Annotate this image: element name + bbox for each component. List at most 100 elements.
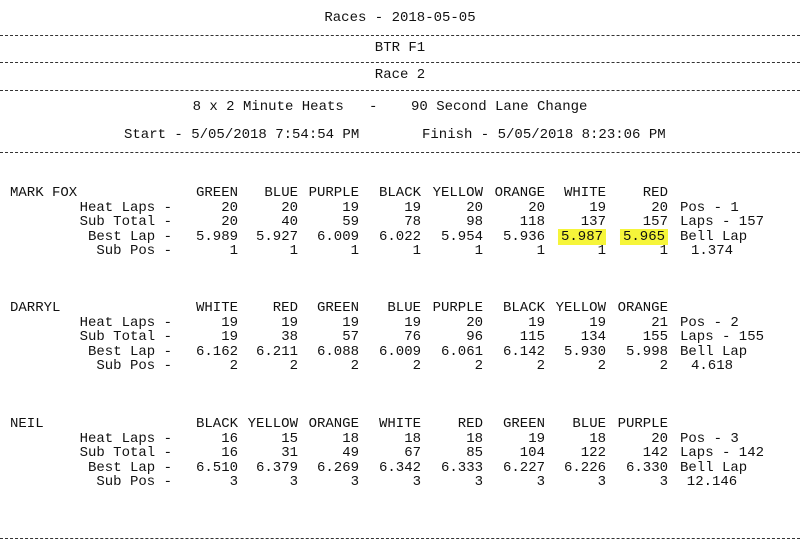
- lane-header: WHITE: [563, 185, 606, 201]
- cell-value: 18: [589, 430, 606, 447]
- lane-header: BLACK: [502, 300, 545, 316]
- cell-value: 6.379: [255, 459, 298, 476]
- cell-value: 5.965: [619, 228, 668, 245]
- cell-value: 1: [412, 243, 421, 260]
- row-label: Sub Pos -: [96, 474, 172, 491]
- cell-value: 157: [642, 214, 668, 231]
- cell-value: 2: [229, 358, 238, 375]
- summary-line: Bell Lap: [680, 459, 748, 476]
- row-label: Best Lap -: [87, 343, 172, 360]
- cell-value: 40: [281, 214, 298, 231]
- lane-header: YELLOW: [432, 185, 483, 201]
- summary-line: Bell Lap: [680, 228, 748, 245]
- cell-value: 85: [466, 445, 483, 462]
- cell-value: 6.162: [195, 343, 238, 360]
- cell-value: 20: [466, 314, 483, 331]
- bell-lap-time: 12.146: [686, 474, 738, 491]
- cell-value: 1: [659, 243, 668, 260]
- driver-name: NEIL: [10, 416, 44, 432]
- cell-value: 6.022: [378, 228, 421, 245]
- summary-line: Pos - 3: [680, 430, 739, 447]
- lane-header: YELLOW: [555, 300, 606, 316]
- summary-line: Pos - 1: [680, 199, 739, 216]
- separator: [0, 538, 800, 539]
- lane-header: RED: [272, 300, 298, 316]
- cell-value: 1: [597, 243, 606, 260]
- bell-lap-time: 4.618: [690, 358, 734, 375]
- summary-line: Laps - 142: [680, 445, 765, 462]
- cell-value: 20: [528, 199, 545, 216]
- cell-value: 137: [580, 214, 606, 231]
- cell-value: 19: [342, 314, 359, 331]
- cell-value: 2: [659, 358, 668, 375]
- separator: [0, 90, 800, 91]
- cell-value: 6.510: [195, 459, 238, 476]
- lane-header: ORANGE: [617, 300, 668, 316]
- cell-value: 19: [221, 314, 238, 331]
- separator: [0, 35, 800, 36]
- cell-value: 1: [536, 243, 545, 260]
- cell-value: 5.998: [625, 343, 668, 360]
- cell-value: 134: [580, 329, 606, 346]
- lane-header: GREEN: [316, 300, 359, 316]
- cell-value: 19: [342, 199, 359, 216]
- row-label: Sub Pos -: [96, 243, 172, 260]
- lane-header: ORANGE: [308, 416, 359, 432]
- cell-value: 3: [229, 474, 238, 491]
- cell-value: 5.954: [440, 228, 483, 245]
- cell-value: 19: [528, 430, 545, 447]
- cell-value: 115: [519, 329, 545, 346]
- cell-value: 3: [412, 474, 421, 491]
- cell-value: 5.987: [557, 228, 606, 245]
- lane-header: BLACK: [195, 416, 238, 432]
- summary-line: Pos - 2: [680, 314, 739, 331]
- cell-value: 6.330: [625, 459, 668, 476]
- separator: [0, 62, 800, 63]
- cell-value: 20: [221, 214, 238, 231]
- cell-value: 19: [404, 314, 421, 331]
- cell-value: 19: [221, 329, 238, 346]
- cell-value: 19: [589, 314, 606, 331]
- cell-value: 6.226: [563, 459, 606, 476]
- cell-value: 6.009: [316, 228, 359, 245]
- cell-value: 76: [404, 329, 421, 346]
- cell-value: 2: [536, 358, 545, 375]
- cell-value: 20: [651, 430, 668, 447]
- cell-value: 104: [519, 445, 545, 462]
- cell-value: 57: [342, 329, 359, 346]
- lane-header: PURPLE: [432, 300, 483, 316]
- cell-value: 3: [536, 474, 545, 491]
- cell-value: 15: [281, 430, 298, 447]
- summary-line: Laps - 155: [680, 329, 765, 346]
- cell-value: 1: [350, 243, 359, 260]
- cell-value: 20: [651, 199, 668, 216]
- lane-header: BLUE: [264, 185, 298, 201]
- lane-header: YELLOW: [247, 416, 298, 432]
- club-name: BTR F1: [374, 40, 426, 56]
- row-label: Heat Laps -: [79, 199, 172, 216]
- row-label: Heat Laps -: [79, 314, 172, 331]
- cell-value: 122: [580, 445, 606, 462]
- cell-value: 1: [474, 243, 483, 260]
- lane-header: BLUE: [387, 300, 421, 316]
- cell-value: 118: [519, 214, 545, 231]
- cell-value: 19: [404, 199, 421, 216]
- cell-value: 6.009: [378, 343, 421, 360]
- cell-value: 5.930: [563, 343, 606, 360]
- lane-header: BLUE: [572, 416, 606, 432]
- lane-header: PURPLE: [308, 185, 359, 201]
- cell-value: 3: [659, 474, 668, 491]
- lane-header: GREEN: [502, 416, 545, 432]
- cell-value: 6.269: [316, 459, 359, 476]
- cell-value: 1: [289, 243, 298, 260]
- cell-value: 155: [642, 329, 668, 346]
- lane-header: RED: [642, 185, 668, 201]
- cell-value: 16: [221, 430, 238, 447]
- cell-value: 20: [221, 199, 238, 216]
- cell-value: 19: [281, 314, 298, 331]
- race-format: 8 x 2 Minute Heats - 90 Second Lane Chan…: [192, 99, 588, 115]
- summary-line: Laps - 157: [680, 214, 765, 231]
- cell-value: 19: [528, 314, 545, 331]
- cell-value: 18: [466, 430, 483, 447]
